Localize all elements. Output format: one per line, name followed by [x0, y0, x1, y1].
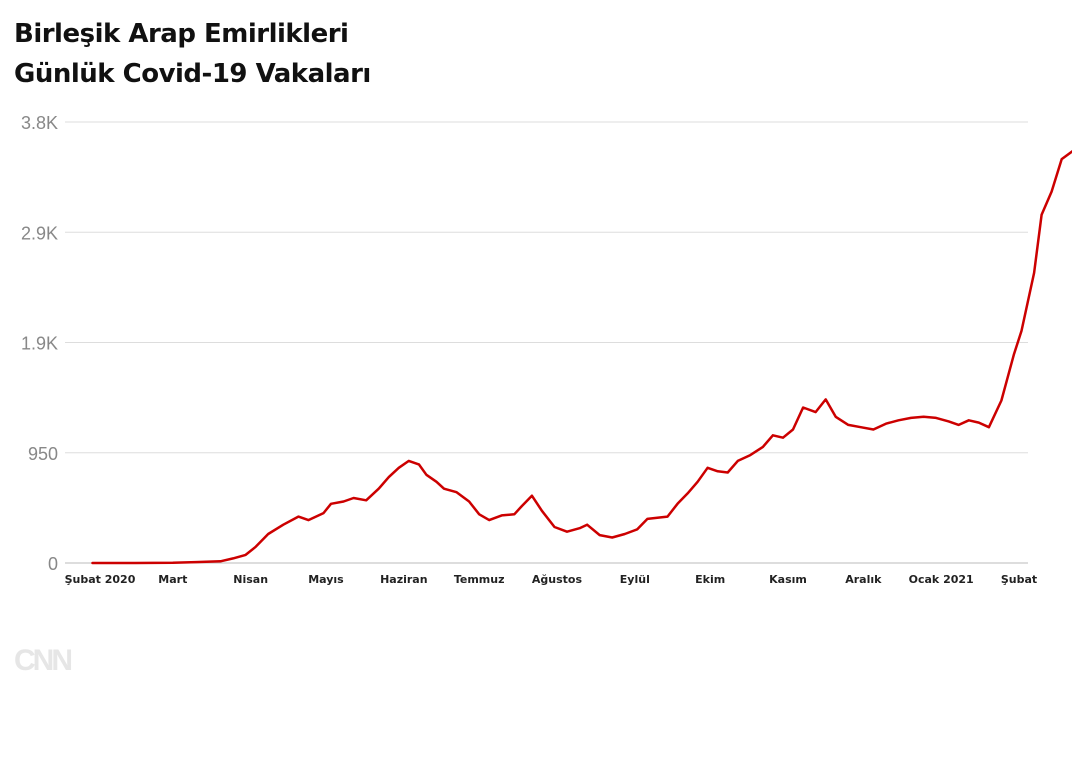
y-tick-label: 0	[48, 554, 58, 574]
x-axis-tick-labels: Şubat 2020 Mart Nisan Mayıs Haziran Temmuz Ağu…	[65, 573, 1038, 586]
x-tick-label: Ekim	[695, 573, 725, 586]
x-tick-label: Aralık	[845, 573, 882, 586]
x-tick-label: Eylül	[620, 573, 650, 586]
y-axis-tick-labels: 0 950 1.9K 2.9K 3.8K	[21, 113, 58, 574]
x-tick-label: Mart	[158, 573, 187, 586]
x-tick-label: Şubat	[1001, 573, 1037, 586]
x-tick-label: Ağustos	[532, 573, 583, 586]
x-tick-label: Kasım	[769, 573, 807, 586]
x-tick-label: Nisan	[233, 573, 268, 586]
y-tick-label: 3.8K	[21, 113, 58, 133]
x-tick-label: Temmuz	[454, 573, 505, 586]
x-tick-label: Haziran	[380, 573, 427, 586]
cnn-logo: CNN	[14, 644, 73, 677]
grid-lines	[65, 121, 1028, 564]
y-tick-label: 2.9K	[21, 223, 58, 243]
chart-title: Birleşik Arap Emirlikleri Günlük Covid-1…	[14, 14, 371, 94]
y-tick-label: 1.9K	[21, 334, 58, 354]
y-tick-label: 950	[28, 444, 58, 464]
title-line-1: Birleşik Arap Emirlikleri	[14, 19, 349, 49]
x-tick-label: Ocak 2021	[909, 573, 974, 586]
x-tick-label: Şubat 2020	[65, 573, 136, 586]
series-layer	[91, 149, 1072, 565]
title-line-2: Günlük Covid-19 Vakaları	[14, 59, 371, 89]
x-tick-label: Mayıs	[308, 573, 344, 586]
series-line	[91, 149, 1072, 565]
